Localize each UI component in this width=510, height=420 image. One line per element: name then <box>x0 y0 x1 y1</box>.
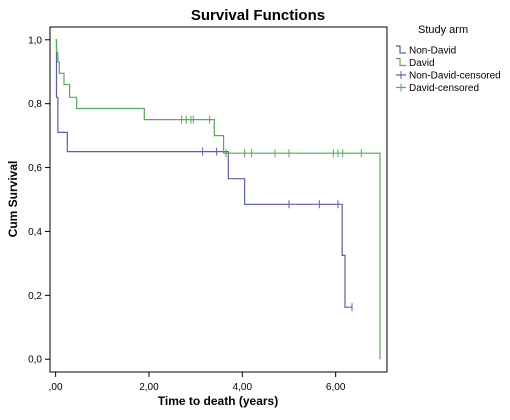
x-tick-label: 2,00 <box>139 382 159 393</box>
y-tick-label: 0,8 <box>28 99 42 110</box>
legend-label: Non-David-censored <box>409 71 501 82</box>
x-tick-label: ,00 <box>49 382 63 393</box>
legend-swatch-line <box>396 57 406 67</box>
survival-curve-david <box>55 39 381 360</box>
x-tick-label: 6,00 <box>326 382 346 393</box>
y-tick-label: 0,0 <box>28 355 42 366</box>
legend-swatch-line <box>396 45 406 54</box>
legend-label: Non-David <box>409 46 456 57</box>
x-axis-title: Time to death (years) <box>158 394 278 408</box>
survival-curve-non-david <box>55 39 352 308</box>
axis-ticks: ,00 2,00 4,00 6,00 0,0 0,2 0,4 0,6 0,8 1,0 <box>28 35 346 393</box>
x-tick-label: 4,00 <box>233 382 253 393</box>
y-tick-label: 0,2 <box>28 291 42 302</box>
chart-title: Survival Functions <box>191 7 325 24</box>
y-axis-title: Cum Survival <box>6 161 20 238</box>
y-tick-label: 0,6 <box>28 163 42 174</box>
legend-title: Study arm <box>418 24 468 36</box>
legend-label: David <box>409 58 435 69</box>
legend-label: David-censored <box>409 83 479 94</box>
series-lines <box>55 39 381 360</box>
y-tick-label: 1,0 <box>28 35 42 46</box>
plot-area <box>49 26 388 373</box>
y-tick-label: 0,4 <box>28 227 42 238</box>
